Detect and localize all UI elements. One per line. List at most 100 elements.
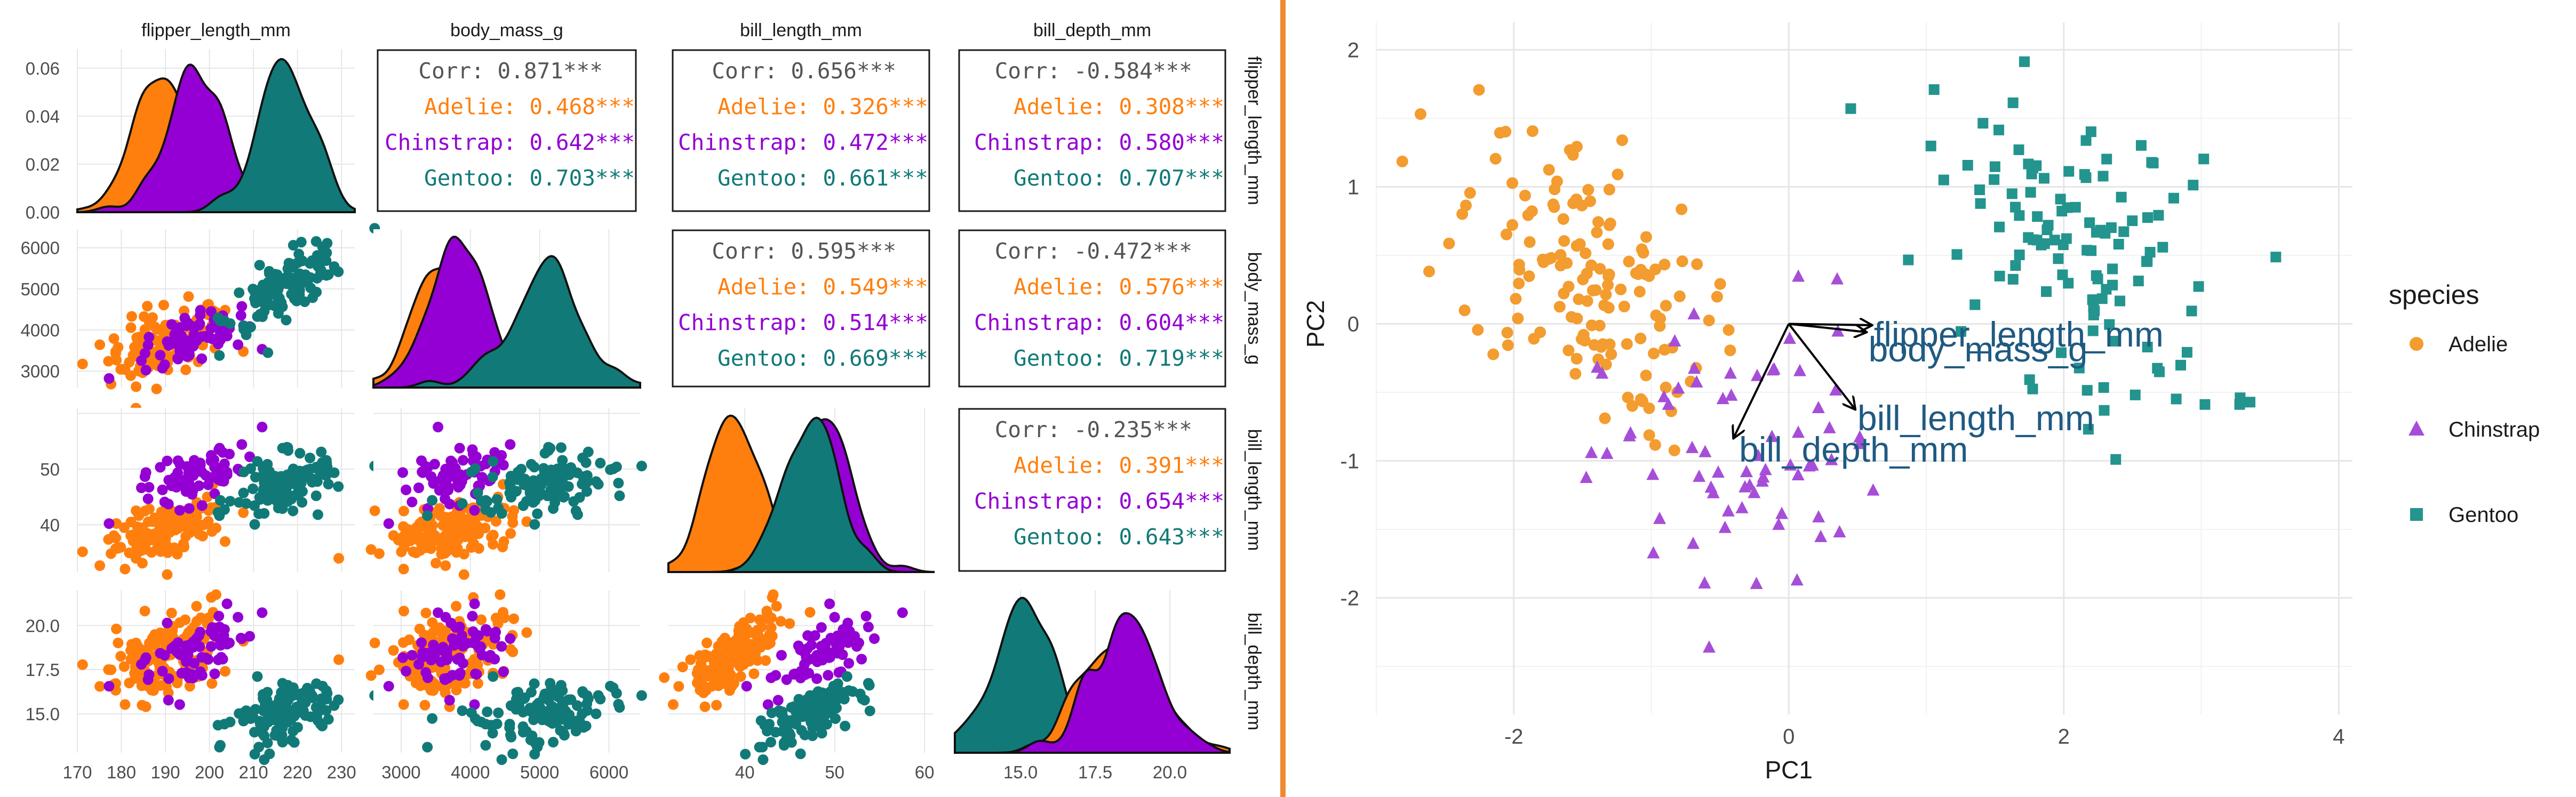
point-gentoo — [321, 694, 332, 705]
point-gentoo — [570, 505, 581, 517]
point-gentoo — [757, 754, 769, 765]
pca-point-adelie — [1600, 288, 1612, 301]
point-chinstrap — [440, 493, 451, 504]
pca-point-gentoo — [1975, 198, 1986, 209]
pca-point-adelie — [1554, 249, 1567, 261]
pca-y-tick-label: 1 — [1347, 175, 1359, 199]
point-chinstrap — [139, 655, 150, 666]
pca-point-adelie — [1396, 155, 1408, 167]
pca-point-gentoo — [2086, 245, 2097, 256]
pca-point-adelie — [1649, 263, 1662, 276]
point-gentoo — [252, 671, 263, 682]
pca-point-gentoo — [2006, 188, 2017, 199]
density-gentoo — [373, 255, 641, 389]
point-gentoo — [297, 497, 308, 508]
pca-point-gentoo — [2144, 247, 2156, 258]
point-chinstrap — [203, 654, 214, 665]
point-chinstrap — [189, 658, 200, 669]
point-adelie — [457, 519, 468, 530]
point-gentoo — [525, 734, 536, 745]
pca-point-chinstrap — [1724, 366, 1737, 379]
point-chinstrap — [505, 633, 516, 644]
corr-gentoo-label: Gentoo: 0.707*** — [1014, 165, 1224, 191]
point-adelie — [125, 322, 137, 333]
density-y-tick-label: 0.06 — [26, 59, 60, 78]
pca-point-chinstrap — [1686, 440, 1699, 453]
pca-point-chinstrap — [1830, 272, 1844, 285]
point-gentoo — [560, 465, 571, 477]
point-gentoo — [529, 678, 540, 689]
y-tick-label-body-mass-g: 6000 — [21, 238, 60, 258]
pca-point-adelie — [1586, 284, 1599, 296]
point-chinstrap — [454, 442, 465, 454]
point-chinstrap — [505, 439, 516, 450]
point-gentoo — [321, 685, 332, 696]
pca-point-adelie — [1581, 268, 1593, 280]
point-gentoo — [292, 486, 304, 497]
pca-point-adelie — [1513, 277, 1525, 289]
point-adelie — [476, 614, 487, 625]
pca-point-adelie — [1622, 391, 1634, 404]
point-gentoo — [545, 485, 556, 496]
point-gentoo — [546, 682, 557, 694]
x-tick-label-bill-length-mm: 40 — [735, 762, 755, 782]
point-gentoo — [294, 465, 305, 477]
pca-point-adelie — [1711, 291, 1723, 303]
corr-chinstrap-label: Chinstrap: 0.580*** — [974, 130, 1224, 155]
point-chinstrap — [162, 455, 173, 466]
pca-point-gentoo — [2188, 180, 2199, 191]
point-chinstrap — [221, 639, 233, 650]
point-chinstrap — [218, 630, 229, 641]
point-chinstrap — [196, 500, 208, 511]
point-gentoo — [543, 445, 554, 456]
point-adelie — [427, 617, 438, 628]
point-chinstrap — [166, 319, 177, 330]
pca-point-chinstrap — [1653, 511, 1666, 524]
point-gentoo — [595, 457, 606, 469]
y-tick-label-body-mass-g: 5000 — [21, 279, 60, 299]
point-adelie — [126, 311, 137, 322]
point-chinstrap — [142, 493, 154, 504]
point-gentoo — [558, 728, 569, 739]
point-adelie — [119, 563, 131, 575]
pca-point-gentoo — [2055, 347, 2067, 358]
point-adelie — [749, 648, 761, 659]
pca-point-gentoo — [2007, 97, 2019, 108]
pca-point-gentoo — [1994, 221, 2005, 232]
pca-point-gentoo — [2096, 293, 2108, 304]
point-gentoo — [219, 316, 230, 327]
loading-arrow-body-mass-g — [1789, 323, 1865, 332]
point-chinstrap — [856, 654, 867, 665]
point-adelie — [419, 699, 430, 711]
point-gentoo — [780, 734, 792, 745]
loading-arrow-bill-length-mm — [1788, 323, 1855, 408]
pca-point-gentoo — [2141, 256, 2152, 267]
pca-point-chinstrap — [1738, 480, 1752, 493]
x-tick-label-body-mass-g: 5000 — [520, 762, 559, 782]
point-chinstrap — [426, 471, 437, 482]
point-adelie — [206, 678, 218, 689]
point-chinstrap — [383, 681, 394, 692]
point-gentoo — [281, 315, 292, 326]
pca-point-adelie — [1524, 236, 1536, 248]
pca-point-gentoo — [2109, 335, 2120, 347]
point-adelie — [440, 512, 451, 523]
pca-point-gentoo — [2019, 56, 2030, 67]
point-gentoo — [636, 461, 647, 472]
pca-point-adelie — [1643, 429, 1655, 441]
pca-point-gentoo — [2101, 154, 2112, 165]
corr-gentoo-label: Gentoo: 0.661*** — [717, 165, 928, 191]
pca-point-adelie — [1512, 312, 1524, 325]
point-gentoo — [262, 347, 274, 358]
pca-point-chinstrap — [1735, 501, 1749, 513]
corr-adelie-label: Adelie: 0.326*** — [717, 94, 928, 119]
pca-point-chinstrap — [1662, 397, 1675, 410]
pca-point-gentoo — [2175, 359, 2187, 371]
corr-box — [377, 49, 637, 212]
pca-point-chinstrap — [1585, 446, 1598, 458]
corr-gentoo-label: Gentoo: 0.703*** — [424, 165, 635, 191]
point-chinstrap — [467, 610, 478, 622]
legend: species Adelie Chinstrap Gentoo — [2389, 280, 2540, 527]
density-y-tick-label: 0.02 — [26, 155, 60, 174]
